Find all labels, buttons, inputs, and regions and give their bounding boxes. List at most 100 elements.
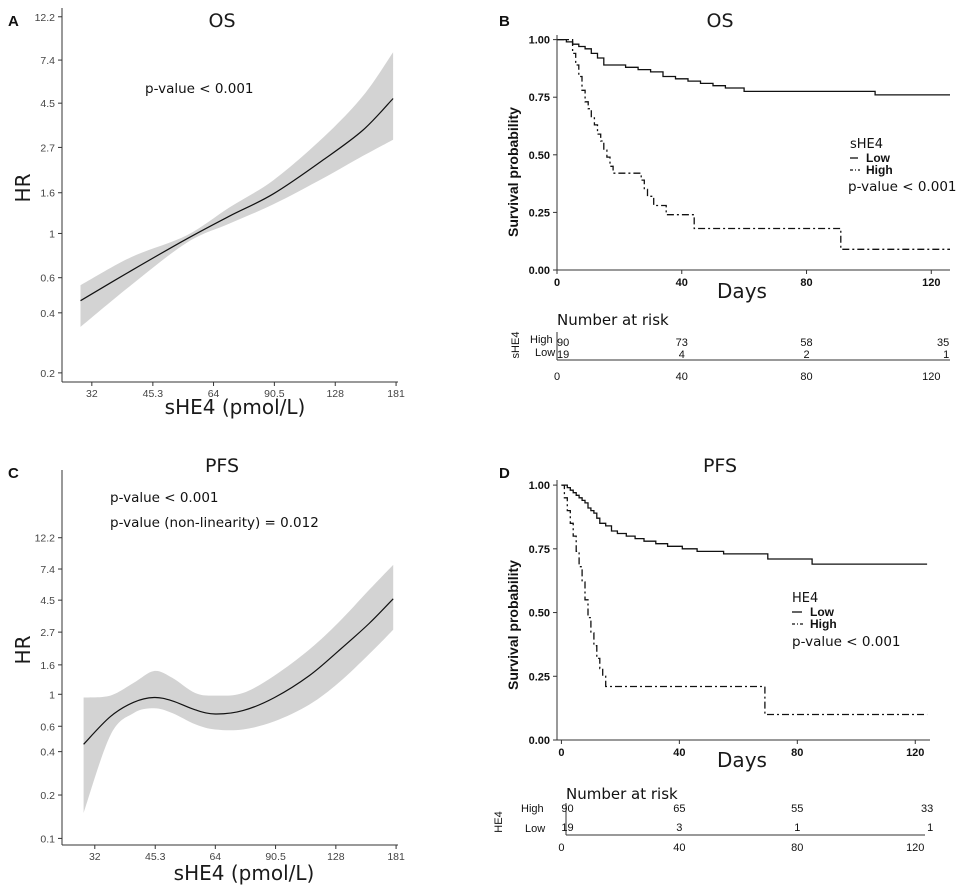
panel-c-nonlinearity: p-value (non-linearity) = 0.012 xyxy=(110,515,319,531)
y-tick-label: 1.00 xyxy=(529,35,550,47)
risk-time-label: 0 xyxy=(558,842,564,854)
panel-d-pvalue: p-value < 0.001 xyxy=(792,634,901,650)
panel-c-x-label: sHE4 (pmol/L) xyxy=(174,861,315,885)
panel-a-hr-curve xyxy=(80,98,394,302)
panel-d-risk-table: Number at risk HE4 High Low 90 65 55 33 19 3 1… xyxy=(493,785,933,854)
y-tick-label: 4.5 xyxy=(40,595,55,607)
y-tick-label: 1 xyxy=(49,228,55,240)
x-tick-label: 0 xyxy=(558,747,564,759)
risk-value-high: 73 xyxy=(676,337,688,349)
panel-d-letter: D xyxy=(499,465,510,482)
y-tick-label: 1.6 xyxy=(40,660,55,672)
risk-value-high: 90 xyxy=(557,337,569,349)
panel-c-y-ticks: 0.1 0.2 0.4 0.6 1 1.6 2.7 4.5 7.4 12.2 xyxy=(35,533,62,845)
risk-value-low: 3 xyxy=(676,822,682,834)
panel-d-high-curve xyxy=(561,484,928,716)
panel-a-letter: A xyxy=(8,13,19,30)
panel-c: C PFS p-value < 0.001 p-value (non-linea… xyxy=(8,455,405,885)
panel-b-legend: sHE4 Low High p-value < 0.001 xyxy=(848,137,957,195)
x-tick-label: 40 xyxy=(676,277,688,289)
y-tick-label: 0.6 xyxy=(40,273,55,285)
y-tick-label: 0.2 xyxy=(40,790,55,802)
y-tick-label: 0.75 xyxy=(529,92,550,104)
y-tick-label: 0.4 xyxy=(40,308,55,320)
risk-value-low: 1 xyxy=(943,349,949,361)
panel-d-title: PFS xyxy=(703,455,737,477)
y-tick-label: 12.2 xyxy=(35,12,56,24)
panel-b-risk-table: Number at risk sHE4 High Low 90 73 58 35 19 4… xyxy=(510,311,950,383)
panel-b-letter: B xyxy=(499,13,510,30)
x-tick-label: 45.3 xyxy=(143,388,164,400)
risk-value-low: 19 xyxy=(561,822,573,834)
panel-a-y-ticks: 0.2 0.4 0.6 1 1.6 2.7 4.5 7.4 12.2 xyxy=(35,12,62,380)
panel-c-pvalue: p-value < 0.001 xyxy=(110,490,219,506)
panel-c-confidence-band xyxy=(83,564,394,813)
panel-b-y-label: Survival probability xyxy=(505,107,521,237)
panel-a-title: OS xyxy=(208,10,235,32)
panel-c-hr-curve xyxy=(83,598,394,745)
x-tick-label: 181 xyxy=(387,388,405,400)
x-tick-label: 90.5 xyxy=(264,388,285,400)
panel-d-low-curve xyxy=(561,484,928,565)
risk-time-label: 120 xyxy=(922,371,940,383)
x-tick-label: 128 xyxy=(326,388,344,400)
risk-time-label: 0 xyxy=(554,371,560,383)
risk-value-high: 65 xyxy=(673,803,685,815)
panel-b-risk-values: 90 73 58 35 19 4 2 1 0 40 80 120 xyxy=(554,337,949,383)
risk-value-high: 33 xyxy=(921,803,933,815)
y-tick-label: 0.2 xyxy=(40,368,55,380)
panel-b-legend-high: High xyxy=(866,163,893,177)
panel-b-x-ticks: 0 40 80 120 xyxy=(554,270,940,289)
y-tick-label: 0.00 xyxy=(529,265,550,277)
risk-value-high: 58 xyxy=(800,337,812,349)
x-tick-label: 64 xyxy=(209,851,221,863)
y-tick-label: 7.4 xyxy=(40,55,55,67)
y-tick-label: 4.5 xyxy=(40,98,55,110)
panel-d-y-ticks: 0.00 0.25 0.50 0.75 1.00 xyxy=(529,480,557,747)
y-tick-label: 1.6 xyxy=(40,188,55,200)
panel-d-risk-title: Number at risk xyxy=(566,785,678,803)
y-tick-label: 7.4 xyxy=(40,564,55,576)
panel-d-risk-values: 90 65 55 33 19 3 1 1 0 40 80 120 xyxy=(558,803,933,854)
x-tick-label: 128 xyxy=(327,851,345,863)
panel-b-risk-title: Number at risk xyxy=(557,311,669,329)
risk-value-low: 19 xyxy=(557,349,569,361)
panel-c-y-label: HR xyxy=(11,635,35,664)
x-tick-label: 181 xyxy=(387,851,405,863)
panel-d-y-label: Survival probability xyxy=(505,560,521,690)
risk-time-label: 80 xyxy=(800,371,812,383)
panel-b-legend-title: sHE4 xyxy=(850,137,883,152)
panel-b: B OS 0.000.250.500.751.00 0 40 80 120 Days … xyxy=(499,10,957,383)
panel-d-x-ticks: 0 40 80 120 xyxy=(558,740,924,759)
x-tick-label: 64 xyxy=(208,388,220,400)
risk-value-high: 35 xyxy=(937,337,949,349)
y-tick-label: 12.2 xyxy=(35,533,56,545)
risk-value-low: 4 xyxy=(679,349,685,361)
risk-value-low: 2 xyxy=(803,349,809,361)
y-tick-label: 2.7 xyxy=(40,627,55,639)
x-tick-label: 80 xyxy=(800,277,812,289)
x-tick-label: 0 xyxy=(554,277,560,289)
panel-a-pvalue: p-value < 0.001 xyxy=(145,81,254,97)
panel-d-legend-low: Low xyxy=(810,605,835,619)
y-tick-label: 0.4 xyxy=(40,747,55,759)
risk-time-label: 40 xyxy=(673,842,685,854)
panel-d-x-label: Days xyxy=(717,748,767,772)
panel-d-legend: HE4 Low High p-value < 0.001 xyxy=(792,591,901,650)
panel-c-title: PFS xyxy=(205,455,239,477)
panel-a-x-ticks: 32 45.3 64 90.5 128 181 xyxy=(86,382,405,400)
panel-d-risk-row-low-label: Low xyxy=(525,823,545,835)
panel-c-x-ticks: 32 45.3 64 90.5 128 181 xyxy=(89,845,405,863)
risk-value-low: 1 xyxy=(927,822,933,834)
panel-b-x-label: Days xyxy=(717,279,767,303)
panel-d-risk-group-label: HE4 xyxy=(493,811,505,832)
panel-b-risk-group-label: sHE4 xyxy=(510,332,522,359)
panel-a-x-label: sHE4 (pmol/L) xyxy=(165,395,306,419)
y-tick-label: 2.7 xyxy=(40,142,55,154)
panel-b-y-ticks: 0.00 0.25 0.50 0.75 1.00 xyxy=(529,35,557,277)
x-tick-label: 40 xyxy=(673,747,685,759)
panel-a-confidence-band xyxy=(80,52,394,327)
risk-time-label: 40 xyxy=(676,371,688,383)
y-tick-label: 0.25 xyxy=(529,207,550,219)
x-tick-label: 80 xyxy=(791,747,803,759)
